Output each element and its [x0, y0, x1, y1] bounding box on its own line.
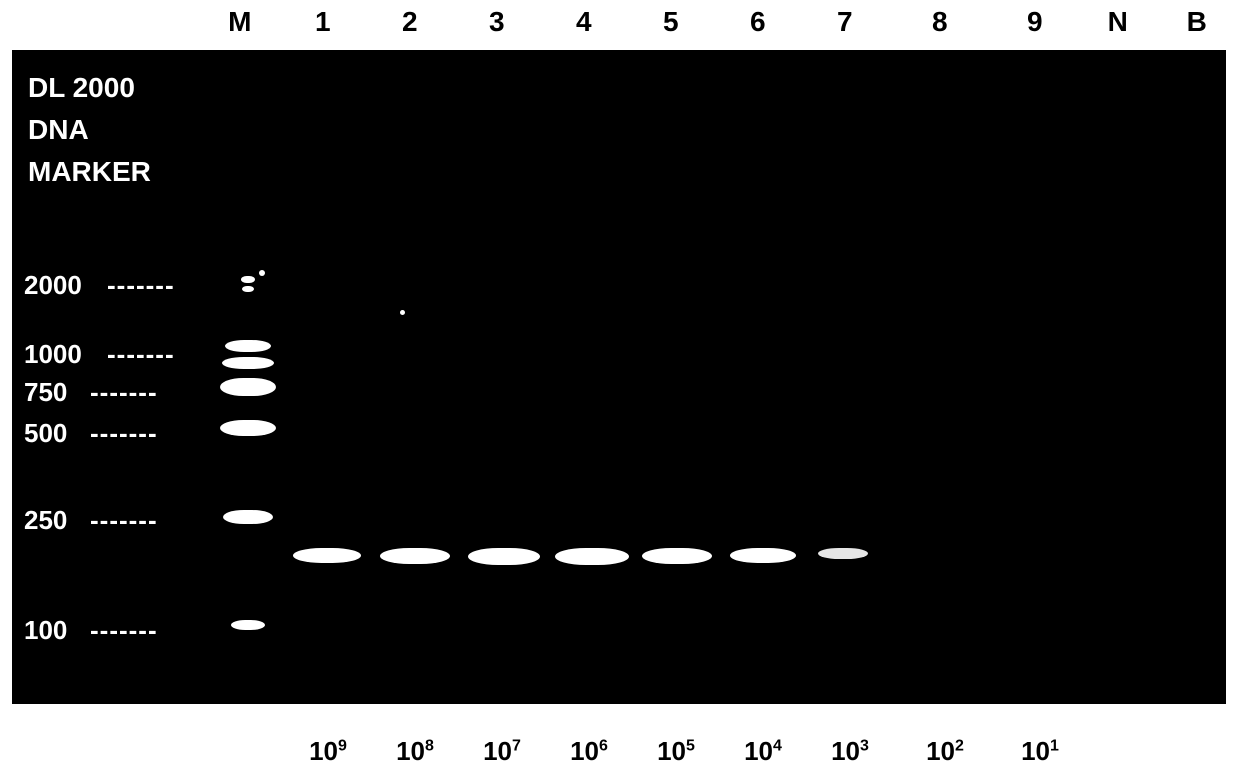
concentration-label: 105	[657, 736, 695, 767]
ladder-band	[222, 357, 274, 369]
lane-label: 3	[489, 6, 505, 38]
concentration-base: 10	[831, 736, 860, 766]
ladder-size-dash: -------	[90, 377, 158, 408]
concentration-base: 10	[926, 736, 955, 766]
lane-label: 6	[750, 6, 766, 38]
ladder-band	[223, 510, 273, 524]
concentration-label: 109	[309, 736, 347, 767]
lane-label: 9	[1027, 6, 1043, 38]
ladder-band	[220, 378, 276, 396]
concentration-base: 10	[570, 736, 599, 766]
ladder-band	[231, 620, 265, 630]
concentration-exponent: 3	[860, 737, 869, 754]
ladder-size-label: 100	[24, 615, 67, 646]
sample-band	[380, 548, 450, 564]
ladder-band	[220, 420, 276, 436]
sample-band	[818, 548, 868, 559]
concentration-exponent: 1	[1050, 737, 1059, 754]
lane-header-row: M 1 2 3 4 5 6 7 8 9 N B	[0, 6, 1240, 46]
sample-band	[642, 548, 712, 564]
artifact-dot	[400, 310, 405, 315]
ladder-size-label: 250	[24, 505, 67, 536]
ladder-size-dash: -------	[107, 270, 175, 301]
concentration-exponent: 9	[338, 737, 347, 754]
gel-figure: M123456789NB 109108107106105104103102101…	[0, 0, 1240, 773]
concentration-exponent: 7	[512, 737, 521, 754]
concentration-label: 104	[744, 736, 782, 767]
marker-title-line: DL 2000	[28, 72, 135, 104]
ladder-size-dash: -------	[90, 615, 158, 646]
concentration-label: 107	[483, 736, 521, 767]
lane-label: 5	[663, 6, 679, 38]
concentration-label: 101	[1021, 736, 1059, 767]
ladder-band	[242, 286, 254, 292]
sample-band	[468, 548, 540, 565]
lane-label: N	[1108, 6, 1129, 38]
concentration-exponent: 4	[773, 737, 782, 754]
ladder-size-dash: -------	[90, 505, 158, 536]
concentration-base: 10	[309, 736, 338, 766]
lane-label: 8	[932, 6, 948, 38]
marker-title-line: MARKER	[28, 156, 151, 188]
lane-label: B	[1187, 6, 1208, 38]
concentration-base: 10	[657, 736, 686, 766]
ladder-band	[241, 276, 255, 283]
gel-image	[12, 50, 1226, 704]
concentration-exponent: 5	[686, 737, 695, 754]
concentration-exponent: 8	[425, 737, 434, 754]
concentration-label: 102	[926, 736, 964, 767]
concentration-exponent: 6	[599, 737, 608, 754]
concentration-label: 103	[831, 736, 869, 767]
lane-label: 1	[315, 6, 331, 38]
ladder-band	[225, 340, 271, 352]
concentration-base: 10	[396, 736, 425, 766]
lane-label: 7	[837, 6, 853, 38]
concentration-exponent: 2	[955, 737, 964, 754]
sample-band	[730, 548, 796, 563]
concentration-base: 10	[483, 736, 512, 766]
artifact-dot	[259, 270, 265, 276]
ladder-size-dash: -------	[90, 418, 158, 449]
concentration-label: 108	[396, 736, 434, 767]
concentration-base: 10	[744, 736, 773, 766]
ladder-size-label: 500	[24, 418, 67, 449]
lane-label: 2	[402, 6, 418, 38]
concentration-base: 10	[1021, 736, 1050, 766]
sample-band	[555, 548, 629, 565]
marker-title-line: DNA	[28, 114, 89, 146]
concentration-row: 109108107106105104103102101	[0, 736, 1240, 776]
concentration-label: 106	[570, 736, 608, 767]
ladder-size-label: 1000	[24, 339, 82, 370]
ladder-size-label: 2000	[24, 270, 82, 301]
sample-band	[293, 548, 361, 563]
lane-label: 4	[576, 6, 592, 38]
ladder-size-label: 750	[24, 377, 67, 408]
lane-label: M	[228, 6, 252, 38]
ladder-size-dash: -------	[107, 339, 175, 370]
